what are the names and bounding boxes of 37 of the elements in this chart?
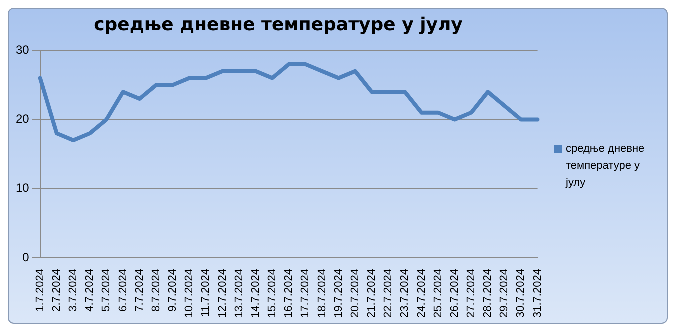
x-tick-label: 29.7.2024 bbox=[498, 269, 511, 318]
x-tick-label: 10.7.2024 bbox=[184, 269, 196, 318]
x-tick-label: 14.7.2024 bbox=[250, 269, 262, 318]
x-tick-label: 9.7.2024 bbox=[167, 269, 180, 312]
x-tick-label: 3.7.2024 bbox=[68, 269, 80, 312]
x-tick-label: 6.7.2024 bbox=[117, 269, 130, 312]
legend-label: средње дневне температуре у јулу bbox=[566, 142, 646, 190]
x-tick-label: 27.7.2024 bbox=[466, 269, 478, 318]
x-tick-label: 11.7.2024 bbox=[200, 269, 212, 318]
x-tick-label: 4.7.2024 bbox=[84, 269, 96, 312]
x-tick-label: 13.7.2024 bbox=[233, 269, 246, 318]
x-tick-label: 7.7.2024 bbox=[134, 269, 146, 312]
x-tick-label: 16.7.2024 bbox=[283, 269, 296, 318]
x-tick-label: 28.7.2024 bbox=[482, 269, 494, 318]
x-tick-label: 8.7.2024 bbox=[150, 269, 162, 312]
x-tick-label: 12.7.2024 bbox=[216, 269, 229, 318]
y-tick-label: 10 bbox=[16, 181, 30, 196]
x-tick-label: 26.7.2024 bbox=[448, 269, 461, 318]
x-tick-label: 23.7.2024 bbox=[399, 269, 412, 318]
x-tick-label: 15.7.2024 bbox=[266, 269, 279, 318]
x-tick-label: 18.7.2024 bbox=[316, 269, 328, 318]
x-tick-label: 25.7.2024 bbox=[432, 269, 444, 318]
x-tick-label: 24.7.2024 bbox=[416, 269, 428, 318]
x-tick-label: 21.7.2024 bbox=[366, 269, 378, 318]
x-tick-label: 1.7.2024 bbox=[34, 269, 46, 312]
y-tick-label: 30 bbox=[16, 42, 30, 57]
x-tick-label: 30.7.2024 bbox=[515, 269, 528, 318]
x-tick-label: 5.7.2024 bbox=[100, 269, 113, 312]
x-tick-label: 20.7.2024 bbox=[349, 269, 362, 318]
y-tick-label: 20 bbox=[16, 112, 30, 126]
x-tick-label: 17.7.2024 bbox=[300, 269, 312, 318]
x-tick-label: 2.7.2024 bbox=[50, 269, 63, 312]
x-tick-label: 22.7.2024 bbox=[382, 269, 395, 318]
x-tick-label: 31.7.2024 bbox=[532, 269, 544, 318]
y-tick-label: 0 bbox=[22, 250, 30, 264]
chart-title: средње дневне температуре у јулу bbox=[94, 14, 464, 36]
x-tick-label: 19.7.2024 bbox=[332, 269, 345, 318]
